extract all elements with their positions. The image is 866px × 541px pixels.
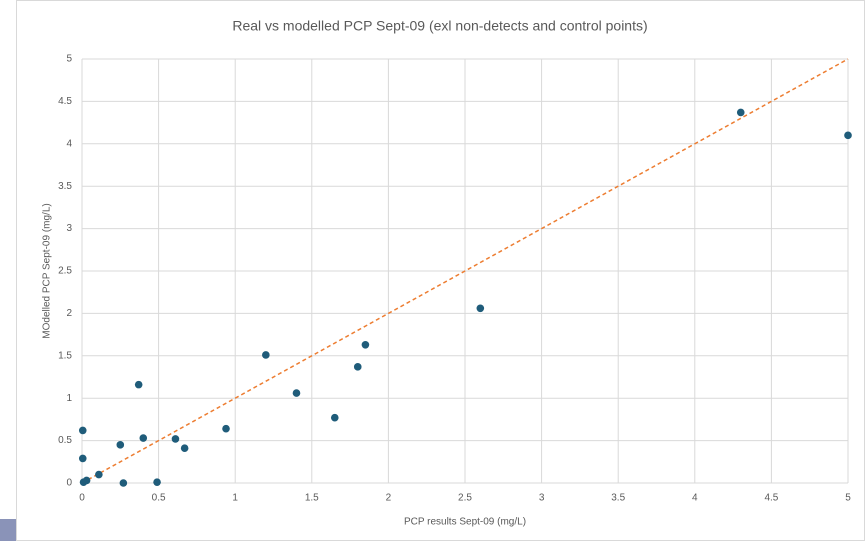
point	[354, 363, 362, 371]
chart: Real vs modelled PCP Sept-09 (exl non-de…	[0, 0, 866, 541]
point	[181, 444, 189, 452]
point	[737, 109, 745, 117]
y-axis-label: MOdelled PCP Sept-09 (mg/L)	[42, 203, 53, 338]
point	[79, 427, 87, 435]
x-tick-label: 3.5	[611, 493, 625, 504]
point	[844, 132, 852, 140]
point	[331, 414, 339, 422]
x-tick-label: 1	[232, 493, 238, 504]
y-tick-label: 5	[66, 54, 72, 65]
y-tick-label: 1	[66, 393, 72, 404]
x-axis-label: PCP results Sept-09 (mg/L)	[404, 517, 526, 528]
point	[95, 471, 103, 479]
y-tick-label: 4.5	[58, 96, 72, 107]
x-tick-label: 0.5	[152, 493, 166, 504]
x-tick-label: 4.5	[764, 493, 778, 504]
x-tick-label: 4	[692, 493, 698, 504]
x-tick-label: 2	[386, 493, 392, 504]
point	[477, 305, 485, 313]
y-tick-label: 1.5	[58, 350, 72, 361]
y-tick-label: 3.5	[58, 181, 72, 192]
point	[262, 351, 270, 359]
point	[172, 435, 180, 443]
x-tick-label: 2.5	[458, 493, 472, 504]
page: Real vs modelled PCP Sept-09 (exl non-de…	[0, 0, 866, 541]
y-tick-label: 2	[66, 308, 72, 319]
y-tick-label: 0.5	[58, 435, 72, 446]
x-tick-label: 0	[79, 493, 85, 504]
point	[139, 434, 147, 442]
point	[135, 381, 143, 389]
point	[117, 441, 125, 449]
x-tick-label: 1.5	[305, 493, 319, 504]
y-tick-label: 2.5	[58, 266, 72, 277]
point	[293, 389, 301, 397]
point	[83, 477, 91, 485]
point	[120, 479, 128, 487]
chart-title: Real vs modelled PCP Sept-09 (exl non-de…	[232, 18, 647, 34]
image-fragment	[0, 519, 16, 541]
y-tick-label: 3	[66, 223, 72, 234]
point	[153, 478, 161, 486]
point	[79, 455, 87, 463]
x-tick-label: 3	[539, 493, 545, 504]
y-tick-label: 4	[66, 138, 72, 149]
point	[362, 341, 370, 349]
x-tick-label: 5	[845, 493, 851, 504]
y-tick-label: 0	[66, 478, 72, 489]
point	[222, 425, 230, 433]
